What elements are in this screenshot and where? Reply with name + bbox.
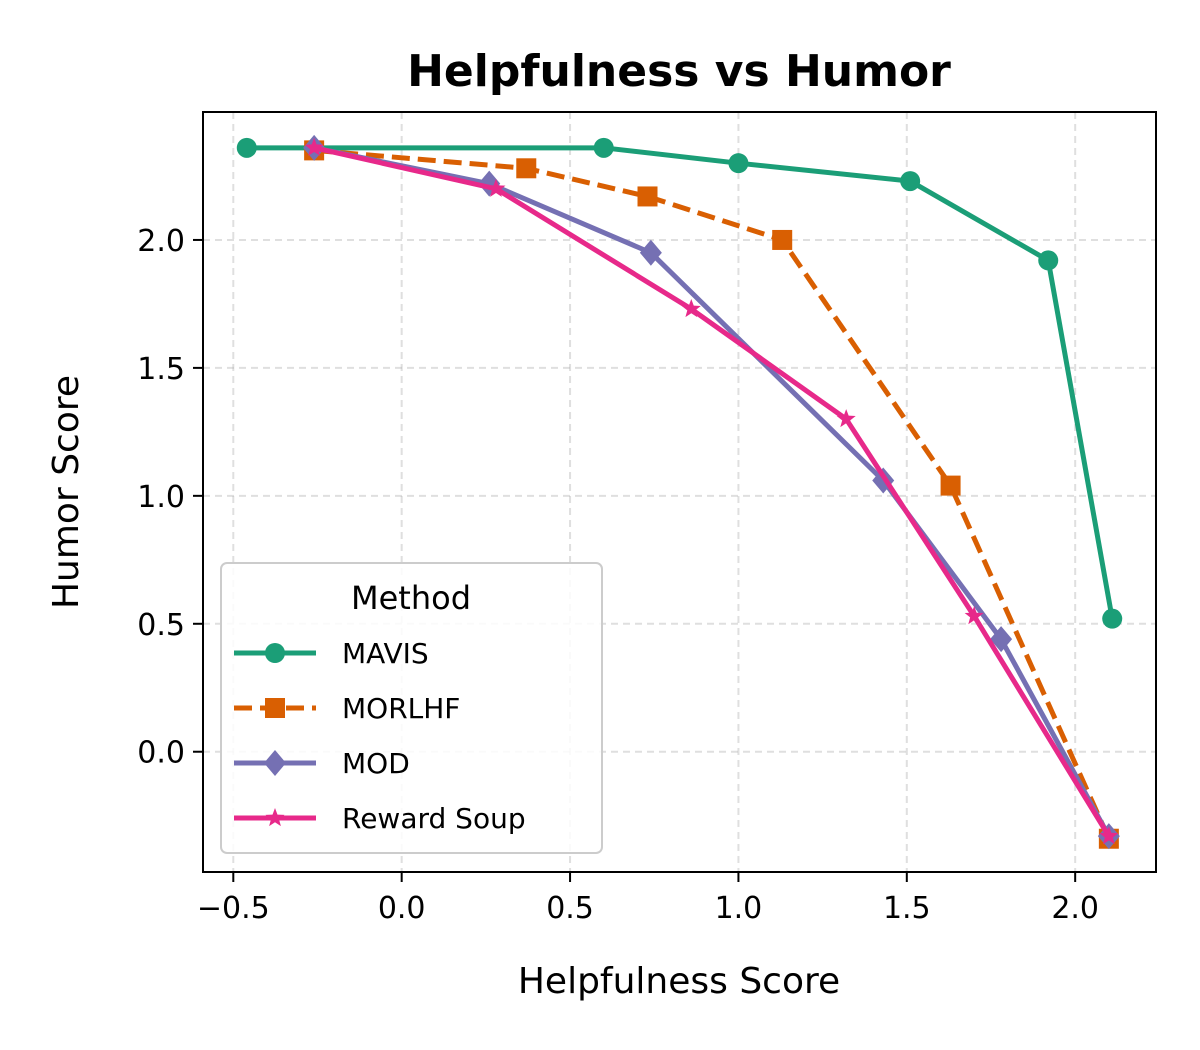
legend-label: MORLHF xyxy=(342,692,460,725)
x-tick-label: 0.5 xyxy=(546,891,594,926)
mavis-point xyxy=(728,153,749,174)
legend-title: Method xyxy=(351,579,471,617)
x-tick-label: 1.0 xyxy=(715,891,763,926)
mavis-point xyxy=(236,137,257,158)
series-group xyxy=(236,134,1123,850)
reward-soup-point xyxy=(681,299,701,318)
mod-line xyxy=(313,145,1112,838)
legend-item-morlhf: MORLHF xyxy=(234,692,460,725)
y-axis-label: Humor Score xyxy=(46,375,87,609)
x-tick-label: 1.5 xyxy=(883,891,931,926)
legend-label: MAVIS xyxy=(342,637,429,670)
legend: Method MAVIS MORLHF MOD Reward Soup xyxy=(220,562,603,854)
legend-item-reward-soup: Reward Soup xyxy=(234,802,526,835)
legend-swatch-marker xyxy=(265,808,285,827)
axis-ticks: −0.5 0.0 0.5 1.0 1.5 2.0 0.0 0.5 1.0 1.5 2.0 xyxy=(137,224,1099,926)
reward-soup-point xyxy=(486,178,506,197)
mavis-point xyxy=(1038,250,1059,271)
series-mavis xyxy=(236,137,1123,629)
x-tick-label: −0.5 xyxy=(197,891,270,926)
x-axis-label: Helpfulness Score xyxy=(518,961,840,1002)
reward-soup-point xyxy=(1099,826,1119,845)
mod-point xyxy=(990,626,1013,653)
reward-soup-line xyxy=(313,145,1111,838)
morlhf-point xyxy=(637,186,658,207)
y-tick-label: 0.0 xyxy=(137,736,185,771)
mavis-point xyxy=(1102,608,1123,629)
reward-soup-point xyxy=(836,409,856,428)
legend-label: Reward Soup xyxy=(342,802,526,835)
morlhf-point xyxy=(940,475,961,496)
y-tick-label: 2.0 xyxy=(137,224,185,259)
legend-box xyxy=(220,562,603,854)
y-tick-label: 1.5 xyxy=(137,352,185,387)
legend-item-mavis: MAVIS xyxy=(234,637,429,670)
x-tick-label: 2.0 xyxy=(1051,891,1099,926)
morlhf-line xyxy=(313,147,1112,840)
plot-frame xyxy=(202,111,1157,873)
legend-item-mod: MOD xyxy=(234,747,410,780)
legend-label: MOD xyxy=(342,747,410,780)
mavis-point xyxy=(593,137,614,158)
morlhf-point xyxy=(772,229,793,250)
legend-swatch-marker xyxy=(265,698,285,718)
series-reward-soup xyxy=(304,137,1119,845)
y-tick-label: 1.0 xyxy=(137,480,185,515)
x-tick-label: 0.0 xyxy=(378,891,426,926)
mavis-point xyxy=(900,171,921,192)
reward-soup-point xyxy=(964,606,984,625)
morlhf-point xyxy=(516,158,537,179)
y-tick-label: 0.5 xyxy=(137,608,185,643)
mod-point xyxy=(639,239,662,266)
legend-swatch-marker xyxy=(264,750,286,776)
legend-entries: MAVIS MORLHF MOD Reward Soup xyxy=(234,637,526,835)
mavis-line xyxy=(246,145,1115,620)
legend-swatch-marker xyxy=(265,643,285,663)
chart-title: Helpfulness vs Humor xyxy=(407,46,951,97)
reward-soup-point xyxy=(304,137,324,156)
